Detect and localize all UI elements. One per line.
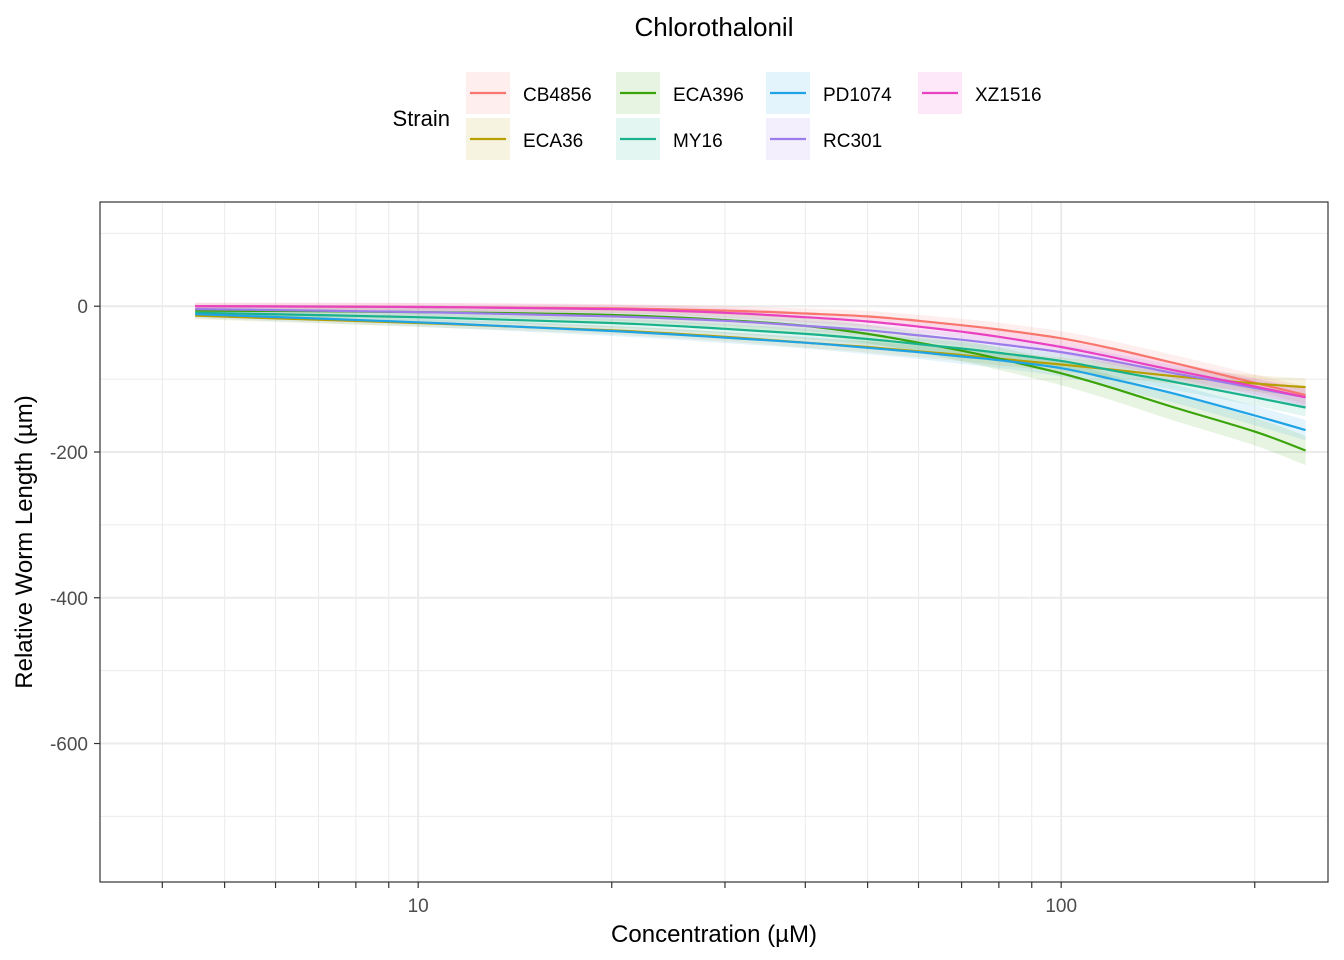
plot-border — [99, 201, 1329, 883]
legend-item-pd1074: PD1074 — [766, 72, 892, 114]
legend-title: Strain — [393, 106, 450, 131]
legend-label: PD1074 — [823, 85, 892, 106]
x-tick-label: 10 — [408, 896, 429, 917]
legend-item-xz1516: XZ1516 — [918, 72, 1042, 114]
grid-minor — [100, 202, 1328, 882]
series-line-my16 — [195, 311, 1306, 409]
confidence-band-eca396 — [195, 304, 1306, 466]
x-axis: 10 100 — [161, 882, 1256, 917]
legend: CB4856 ECA36 ECA396 MY16 PD1074 RC301 XZ1516 — [466, 72, 1042, 160]
y-tick-label: -400 — [50, 589, 88, 610]
x-tick-label: 100 — [1045, 896, 1077, 917]
legend-label: CB4856 — [523, 85, 592, 106]
legend-item-rc301: RC301 — [766, 118, 882, 160]
legend-label: MY16 — [673, 131, 723, 152]
series-line-pd1074 — [195, 313, 1306, 432]
x-axis-label: Concentration (µM) — [611, 921, 817, 948]
y-tick-label: -200 — [50, 443, 88, 464]
legend-label: RC301 — [823, 131, 882, 152]
legend-item-eca396: ECA396 — [616, 72, 744, 114]
legend-item-my16: MY16 — [616, 118, 723, 160]
confidence-band-cb4856 — [195, 302, 1306, 404]
legend-label: ECA36 — [523, 131, 583, 152]
series-line-rc301 — [195, 308, 1306, 399]
series-line-xz1516 — [195, 305, 1306, 399]
legend-item-eca36: ECA36 — [466, 118, 583, 160]
legend-label: ECA396 — [673, 85, 744, 106]
y-tick-label: 0 — [77, 297, 88, 318]
confidence-band-pd1074 — [195, 310, 1306, 441]
confidence-band-eca36 — [195, 312, 1306, 396]
series-lines — [195, 305, 1306, 452]
y-axis: 0 -200 -400 -600 — [50, 297, 100, 756]
legend-item-cb4856: CB4856 — [466, 72, 592, 114]
confidence-band-xz1516 — [195, 302, 1306, 407]
y-axis-label: Relative Worm Length (µm) — [11, 395, 38, 688]
legend-label: XZ1516 — [975, 85, 1042, 106]
y-tick-label: -600 — [50, 735, 88, 756]
chart-title: Chlorothalonil — [635, 12, 794, 42]
